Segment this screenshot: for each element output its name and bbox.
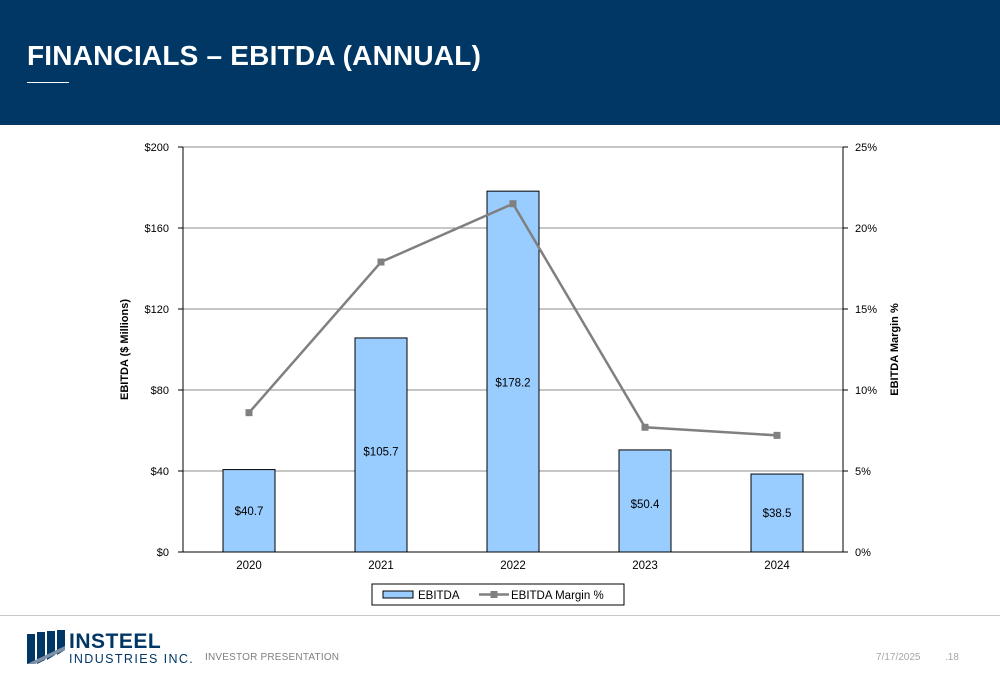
- axes: $0 0% $40 5% $80 10% $120 15% $160 20% $200 25% 2020…: [119, 142, 901, 572]
- y-tick-label: $40: [151, 466, 169, 478]
- margin-point: [245, 409, 253, 417]
- y-tick-label: $80: [151, 385, 169, 397]
- y2-tick-label: 15%: [855, 304, 877, 316]
- x-tick-label: 2022: [500, 560, 526, 572]
- y2-tick-label: 5%: [855, 466, 871, 478]
- y2-tick-label: 20%: [855, 223, 877, 235]
- x-tick-label: 2023: [632, 560, 658, 572]
- y-tick-label: $160: [145, 223, 169, 235]
- logo-name: INSTEEL: [69, 630, 162, 653]
- footer-divider: [0, 615, 1000, 616]
- y2-tick-label: 0%: [855, 547, 871, 559]
- legend-swatch-margin-marker: [490, 591, 498, 598]
- bar-data-label: $105.7: [363, 446, 398, 458]
- margin-point: [509, 200, 517, 208]
- x-tick-label: 2024: [764, 560, 790, 572]
- margin-point: [641, 423, 649, 431]
- page-number: .18: [945, 652, 959, 663]
- bar-data-label: $38.5: [763, 508, 792, 520]
- page-title: FINANCIALS – EBITDA (ANNUAL): [27, 40, 482, 71]
- y-axis-title: EBITDA ($ Millions): [119, 299, 131, 400]
- title-underline: [27, 82, 69, 83]
- y2-tick-label: 25%: [855, 142, 877, 154]
- bar-data-label: $178.2: [495, 377, 530, 389]
- x-tick-label: 2020: [236, 560, 262, 572]
- ebitda-bar: [486, 190, 540, 553]
- ebitda-bar: [618, 449, 672, 553]
- legend-label-ebitda: EBITDA: [418, 590, 460, 602]
- logo-subtitle: INDUSTRIES INC.: [69, 652, 195, 666]
- y-tick-label: $200: [145, 142, 169, 154]
- company-logo: INSTEEL INDUSTRIES INC.: [27, 628, 227, 668]
- bar-data-label: $50.4: [631, 499, 660, 511]
- ebitda-bar: [354, 337, 408, 553]
- legend-label-margin: EBITDA Margin %: [511, 590, 604, 602]
- margin-point: [377, 258, 385, 266]
- ebitda-bars: [222, 190, 804, 553]
- data-labels: $40.7 $105.7 $178.2 $50.4 $38.5: [235, 377, 792, 520]
- logo-mark-icon: [27, 630, 65, 664]
- y2-axis-title: EBITDA Margin %: [889, 303, 901, 396]
- footer-label: INVESTOR PRESENTATION: [205, 652, 340, 663]
- y2-tick-label: 10%: [855, 385, 877, 397]
- footer-date: 7/17/2025: [876, 652, 921, 663]
- legend-swatch-ebitda: [382, 590, 414, 599]
- ebitda-chart: $0 0% $40 5% $80 10% $120 15% $160 20% $200 25% 2020…: [119, 142, 901, 606]
- margin-line: [245, 200, 781, 439]
- chart-legend: EBITDA EBITDA Margin %: [371, 583, 625, 606]
- ebitda-bar: [750, 473, 804, 553]
- y-tick-label: $0: [157, 547, 169, 559]
- margin-point: [773, 431, 781, 439]
- header-bar: FINANCIALS – EBITDA (ANNUAL): [0, 0, 1000, 125]
- x-tick-label: 2021: [368, 560, 394, 572]
- bar-data-label: $40.7: [235, 506, 264, 518]
- y-tick-label: $120: [145, 304, 169, 316]
